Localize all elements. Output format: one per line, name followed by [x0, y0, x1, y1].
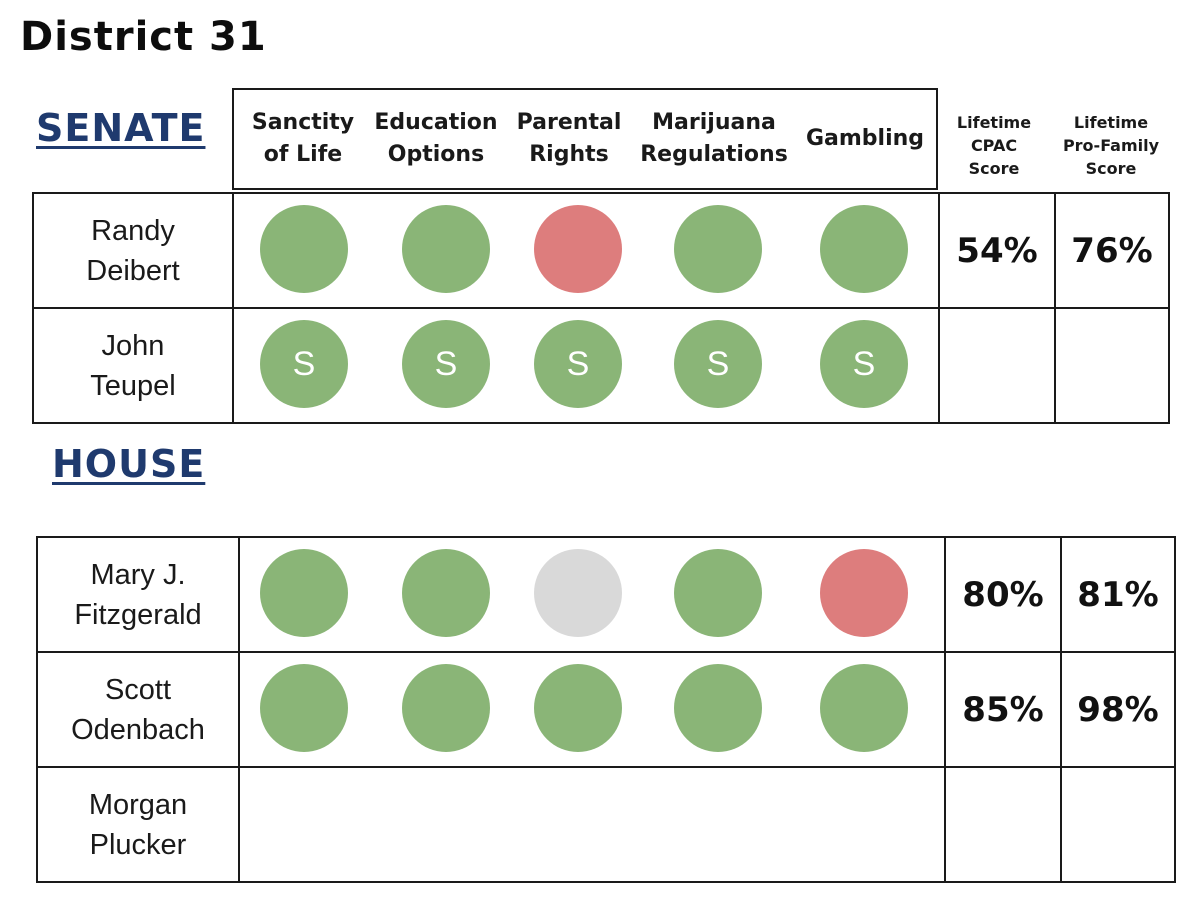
- house-candidate-name: Morgan Plucker: [36, 766, 240, 883]
- cpac-score: 54%: [938, 192, 1056, 309]
- cpac-score: [944, 766, 1062, 883]
- house-vote-row: [238, 766, 948, 883]
- issue-header-line: Sanctity: [251, 110, 355, 135]
- vote-indicator-green: S: [260, 320, 348, 408]
- issue-header-line: Options: [387, 142, 485, 167]
- score-header-line: Lifetime: [1073, 112, 1149, 132]
- issue-header-line: Rights: [529, 142, 609, 167]
- candidate-name-line: Teupel: [90, 369, 176, 402]
- vote-indicator-green: [674, 549, 762, 637]
- vote-indicator-green: [260, 664, 348, 752]
- candidate-name-line: Scott: [104, 673, 172, 706]
- issue-header-line: Gambling: [805, 126, 925, 151]
- issue-header-parental-rights: Parental Rights: [506, 92, 632, 186]
- vote-indicator-label: S: [706, 344, 730, 383]
- house-heading: HOUSE: [52, 442, 206, 486]
- vote-indicator-green: [674, 664, 762, 752]
- candidate-name-line: Plucker: [89, 828, 187, 861]
- issue-header-line: Regulations: [640, 142, 788, 167]
- house-candidate-name: Scott Odenbach: [36, 651, 240, 768]
- issue-header-education-options: Education Options: [370, 92, 502, 186]
- issue-header-line: Parental: [516, 110, 622, 135]
- vote-indicator-green: [402, 549, 490, 637]
- vote-indicator-green: S: [820, 320, 908, 408]
- issue-header-line: Education: [374, 110, 498, 135]
- cpac-score-header: Lifetime CPAC Score: [940, 108, 1048, 182]
- cpac-score: 85%: [944, 651, 1062, 768]
- vote-indicator-green: S: [674, 320, 762, 408]
- vote-indicator-red: [534, 205, 622, 293]
- vote-indicator-red: [820, 549, 908, 637]
- page-title: District 31: [20, 14, 267, 60]
- vote-indicator-green: [260, 205, 348, 293]
- issue-header-sanctity-of-life: Sanctity of Life: [238, 92, 368, 186]
- cpac-score: [938, 307, 1056, 424]
- vote-indicator-green: [260, 549, 348, 637]
- vote-indicator-green: [402, 205, 490, 293]
- candidate-name-line: John: [101, 329, 165, 362]
- vote-indicator-gray: [534, 549, 622, 637]
- vote-indicator-green: [402, 664, 490, 752]
- candidate-name-line: Randy: [91, 214, 175, 247]
- profamily-score-header: Lifetime Pro-Family Score: [1054, 108, 1168, 182]
- issue-header-line: Marijuana: [652, 110, 776, 135]
- score-header-line: Lifetime: [956, 112, 1032, 132]
- profamily-score: [1060, 766, 1176, 883]
- score-header-line: CPAC: [970, 135, 1018, 155]
- candidate-name-line: Fitzgerald: [74, 598, 202, 631]
- score-header-line: Score: [1085, 158, 1137, 178]
- vote-indicator-green: [534, 664, 622, 752]
- house-candidate-name: Mary J. Fitzgerald: [36, 536, 240, 653]
- cpac-score: 80%: [944, 536, 1062, 653]
- issue-header-box: [232, 88, 938, 190]
- profamily-score: [1054, 307, 1170, 424]
- profamily-score: 76%: [1054, 192, 1170, 309]
- profamily-score: 98%: [1060, 651, 1176, 768]
- score-header-line: Pro-Family: [1062, 135, 1160, 155]
- issue-header-marijuana-regulations: Marijuana Regulations: [636, 92, 792, 186]
- vote-indicator-label: S: [852, 344, 876, 383]
- senate-heading: SENATE: [36, 106, 206, 150]
- vote-indicator-label: S: [434, 344, 458, 383]
- vote-indicator-label: S: [566, 344, 590, 383]
- candidate-name-line: Odenbach: [71, 713, 205, 746]
- senate-candidate-name: John Teupel: [32, 307, 234, 424]
- senate-candidate-name: Randy Deibert: [32, 192, 234, 309]
- vote-indicator-green: [820, 664, 908, 752]
- vote-indicator-label: S: [292, 344, 316, 383]
- candidate-name-line: Deibert: [86, 254, 180, 287]
- score-header-line: Score: [968, 158, 1020, 178]
- candidate-name-line: Morgan: [88, 788, 188, 821]
- issue-header-line: of Life: [263, 142, 343, 167]
- candidate-name-line: Mary J.: [90, 558, 186, 591]
- profamily-score: 81%: [1060, 536, 1176, 653]
- vote-indicator-green: [820, 205, 908, 293]
- vote-indicator-green: S: [402, 320, 490, 408]
- vote-indicator-green: S: [534, 320, 622, 408]
- issue-header-gambling: Gambling: [800, 92, 930, 186]
- vote-indicator-green: [674, 205, 762, 293]
